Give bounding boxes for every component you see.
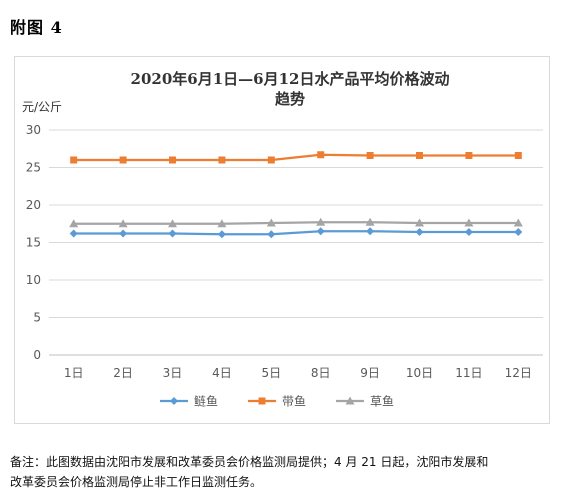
y-tick-label: 20	[26, 198, 41, 212]
x-tick-label: 11日	[455, 366, 482, 380]
point-marker	[169, 156, 176, 164]
y-tick-label: 25	[26, 161, 41, 175]
point-marker	[118, 219, 128, 228]
footnote: 备注：此图数据由沈阳市发展和改革委员会价格监测局提供；4 月 21 日起，沈阳市…	[10, 452, 566, 492]
line-chart: 2020年6月1日—6月12日水产品平均价格波动 趋势 元/公斤 0 5 10 15 2…	[22, 70, 543, 409]
footnote-line-1: 备注：此图数据由沈阳市发展和改革委员会价格监测局提供；4 月 21 日起，沈阳市…	[10, 455, 489, 469]
y-tick-label: 0	[33, 348, 41, 362]
legend-label: 鲢鱼	[194, 394, 218, 409]
series-line	[73, 153, 519, 162]
point-marker	[514, 152, 522, 159]
legend-label: 带鱼	[282, 395, 306, 409]
point-marker	[170, 397, 178, 405]
point-marker	[217, 230, 226, 239]
point-marker	[119, 229, 128, 238]
x-tick-label: 2日	[113, 366, 133, 380]
chart-title-line-1: 2020年6月1日—6月12日水产品平均价格波动	[131, 70, 450, 88]
point-marker	[366, 152, 374, 159]
footnote-line-2: 改革委员会价格监测局停止非工作日监测任务。	[10, 475, 263, 489]
point-marker	[266, 218, 276, 227]
point-marker	[464, 218, 474, 227]
x-tick-label: 9日	[360, 366, 380, 380]
point-marker	[69, 219, 79, 228]
x-tick-label: 5日	[261, 366, 281, 380]
point-marker	[345, 396, 355, 405]
point-marker	[267, 230, 276, 239]
y-tick-label: 5	[33, 311, 41, 325]
point-marker	[218, 156, 226, 164]
point-marker	[168, 229, 177, 238]
series-line	[73, 221, 519, 225]
point-marker	[168, 219, 177, 228]
point-marker	[415, 228, 424, 236]
point-marker	[415, 218, 424, 227]
x-tick-label: 8日	[311, 366, 331, 380]
legend-label: 草鱼	[370, 395, 394, 409]
point-marker	[258, 397, 266, 405]
x-tick-label: 3日	[163, 366, 183, 380]
point-marker	[119, 156, 127, 164]
y-tick-label: 10	[26, 273, 41, 287]
point-marker	[366, 227, 375, 236]
y-tick-label: 30	[26, 123, 41, 137]
point-marker	[70, 156, 78, 164]
point-marker	[69, 229, 78, 238]
chart-title-line-2: 趋势	[275, 90, 305, 108]
y-tick-label: 15	[26, 236, 41, 250]
point-marker	[316, 217, 326, 226]
x-tick-label: 10日	[406, 366, 433, 380]
x-tick-label: 1日	[64, 366, 84, 380]
series-line	[73, 230, 519, 236]
y-axis-label: 元/公斤	[22, 100, 62, 114]
point-marker	[416, 152, 423, 159]
point-marker	[317, 151, 325, 159]
chart-frame	[14, 56, 550, 424]
point-marker	[365, 217, 375, 226]
point-marker	[514, 228, 523, 236]
point-marker	[217, 219, 227, 228]
point-marker	[465, 152, 473, 159]
point-marker	[464, 228, 473, 236]
point-marker	[267, 156, 275, 164]
point-marker	[316, 227, 325, 236]
x-tick-label: 4日	[212, 366, 232, 380]
figure-label: 附图 4	[10, 18, 63, 37]
x-tick-label: 12日	[505, 366, 532, 380]
point-marker	[513, 218, 523, 227]
